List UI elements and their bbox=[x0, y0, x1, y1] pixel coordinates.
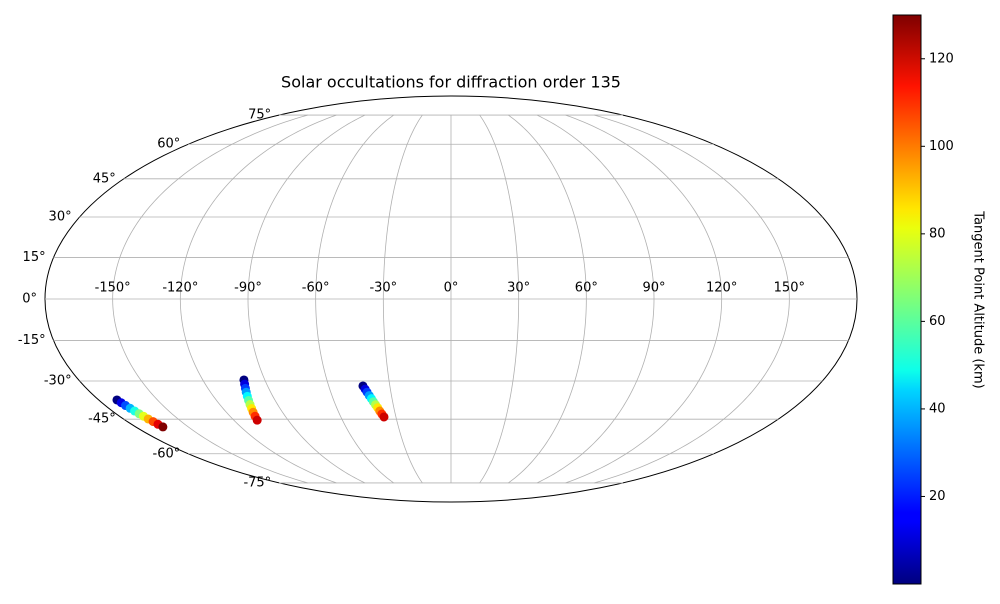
point bbox=[252, 415, 262, 425]
grid-line bbox=[315, 114, 394, 484]
grid-line bbox=[565, 114, 723, 484]
x-tick-label: 60° bbox=[575, 281, 598, 296]
y-tick-label: 30° bbox=[49, 209, 72, 224]
y-tick-label: 45° bbox=[93, 171, 116, 186]
grid-line bbox=[536, 114, 655, 484]
grid-line bbox=[247, 114, 366, 484]
y-tick-label: -30° bbox=[44, 374, 72, 389]
y-tick-label: 15° bbox=[23, 250, 46, 265]
y-tick-label: -60° bbox=[153, 446, 181, 461]
grid bbox=[44, 95, 858, 503]
x-tick-label: -150° bbox=[95, 281, 131, 296]
colorbar-label: Tangent Point Altitude (km) bbox=[971, 210, 986, 388]
y-tick-label: -45° bbox=[88, 412, 116, 427]
x-tick-label: -120° bbox=[162, 281, 198, 296]
labels: -75° -60° -45° -30° -15° 0° 15° 30° 45° 60° 75° -15… bbox=[18, 108, 805, 491]
colorbar-tick-label: 100 bbox=[929, 139, 954, 154]
colorbar-tick-label: 120 bbox=[929, 51, 954, 66]
colorbar-tick-label: 20 bbox=[929, 489, 946, 504]
x-tick-label: -60° bbox=[302, 281, 330, 296]
grid-line bbox=[382, 114, 423, 484]
x-tick-label: 120° bbox=[706, 281, 737, 296]
x-tick-label: -90° bbox=[234, 281, 262, 296]
grid-line bbox=[179, 114, 337, 484]
point bbox=[379, 412, 389, 422]
colorbar bbox=[892, 14, 922, 585]
grid-line bbox=[112, 114, 308, 484]
y-tick-label: 75° bbox=[248, 108, 271, 123]
y-tick-label: 0° bbox=[22, 292, 37, 307]
grid-line bbox=[479, 114, 520, 484]
chart-title: Solar occultations for diffraction order… bbox=[281, 73, 621, 92]
x-tick-label: 90° bbox=[642, 281, 665, 296]
colorbar-tick-label: 40 bbox=[929, 401, 946, 416]
y-tick-label: -75° bbox=[243, 475, 271, 490]
grid-line bbox=[508, 114, 587, 484]
marks bbox=[112, 375, 389, 432]
x-tick-label: 30° bbox=[507, 281, 530, 296]
colorbar-axis: 20 40 60 80 100 120 bbox=[921, 51, 954, 504]
y-tick-label: -15° bbox=[18, 333, 46, 348]
grid-line bbox=[594, 114, 790, 484]
colorbar-tick-label: 80 bbox=[929, 226, 946, 241]
y-tick-label: 60° bbox=[157, 137, 180, 152]
x-tick-label: -30° bbox=[369, 281, 397, 296]
colorbar-tick-label: 60 bbox=[929, 314, 946, 329]
point bbox=[158, 422, 168, 432]
x-tick-label: 150° bbox=[774, 281, 805, 296]
x-tick-label: 0° bbox=[444, 281, 459, 296]
